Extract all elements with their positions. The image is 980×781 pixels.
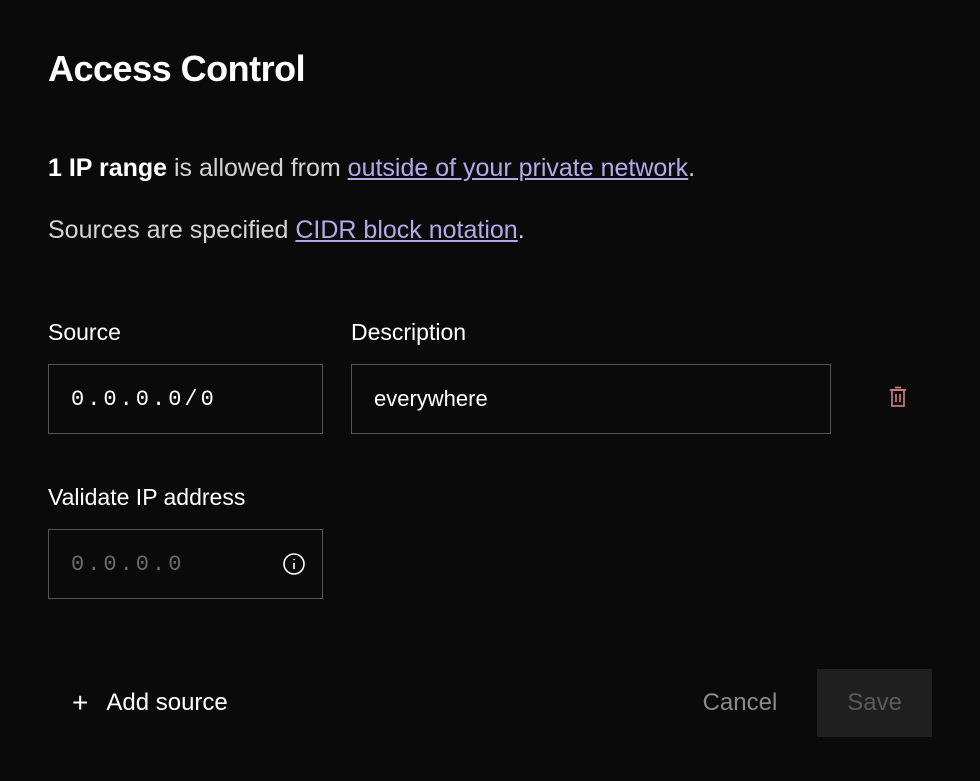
info-icon[interactable]	[281, 551, 307, 577]
footer-row: + Add source Cancel Save	[48, 669, 932, 737]
plus-icon: +	[72, 689, 88, 717]
delete-entry-button[interactable]	[887, 385, 909, 412]
description-input[interactable]	[351, 364, 831, 434]
add-source-button[interactable]: + Add source	[72, 689, 228, 717]
info-text-2: Sources are specified	[48, 216, 295, 244]
source-input[interactable]	[48, 364, 323, 434]
form-area: Source Description Validate IP address	[48, 319, 932, 737]
page-title: Access Control	[48, 48, 932, 90]
ip-range-count: 1 IP range	[48, 154, 167, 182]
info-suffix-2: .	[518, 216, 525, 244]
info-text: is allowed from	[167, 154, 348, 182]
description-label: Description	[351, 319, 831, 346]
add-source-label: Add source	[106, 689, 227, 717]
entry-row: Source Description	[48, 319, 932, 434]
cidr-link[interactable]: CIDR block notation	[295, 216, 517, 244]
info-line-1: 1 IP range is allowed from outside of yo…	[48, 150, 932, 188]
validate-field-group: Validate IP address	[48, 484, 932, 599]
source-field-group: Source	[48, 319, 323, 434]
info-suffix: .	[688, 154, 695, 182]
source-label: Source	[48, 319, 323, 346]
save-button[interactable]: Save	[817, 669, 932, 737]
info-line-2: Sources are specified CIDR block notatio…	[48, 212, 932, 250]
footer-actions: Cancel Save	[703, 669, 932, 737]
trash-icon	[887, 385, 909, 412]
description-field-group: Description	[351, 319, 831, 434]
cancel-button[interactable]: Cancel	[703, 689, 778, 717]
validate-label: Validate IP address	[48, 484, 932, 511]
outside-network-link[interactable]: outside of your private network	[348, 154, 688, 182]
validate-input-wrapper	[48, 529, 323, 599]
